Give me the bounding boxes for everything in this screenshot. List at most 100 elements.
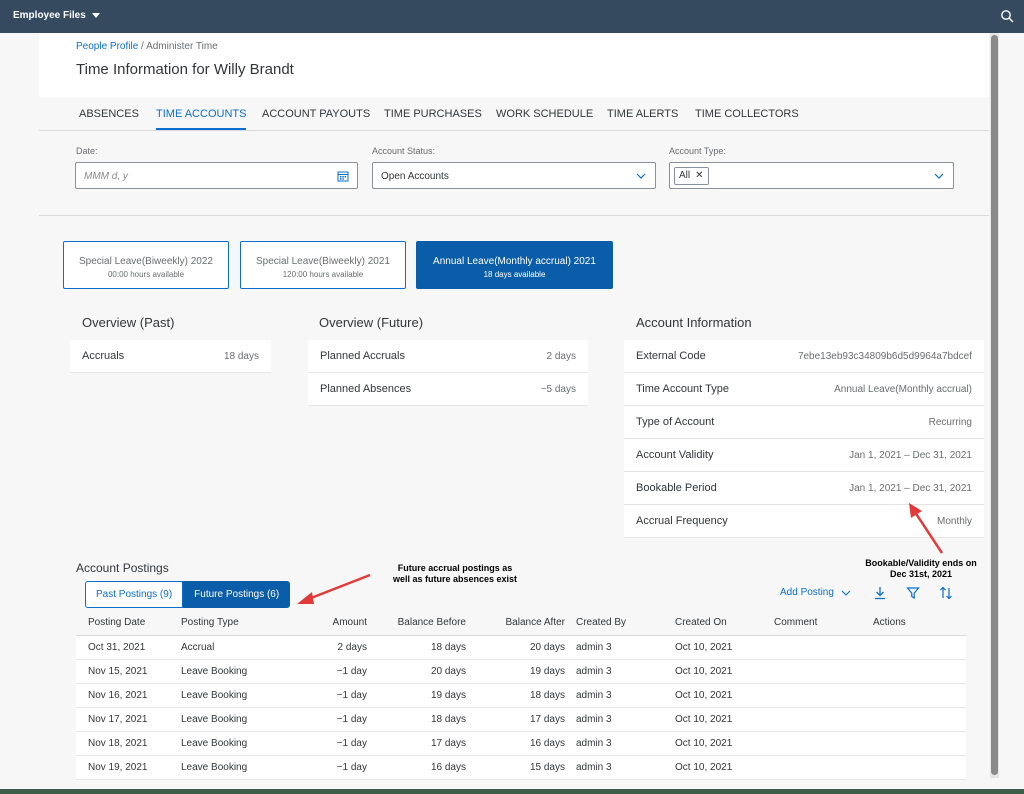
column-header[interactable]: Balance Before xyxy=(397,617,466,628)
balance-after-cell: 19 days xyxy=(529,666,565,677)
row-value: Annual Leave(Monthly accrual) xyxy=(834,384,972,395)
chevron-down-icon xyxy=(636,173,646,179)
tab-time-purchases[interactable]: TIME PURCHASES xyxy=(384,108,482,120)
account-status-select[interactable]: Open Accounts xyxy=(372,162,656,189)
column-header[interactable]: Amount xyxy=(332,617,367,628)
row-value: 2 days xyxy=(546,351,576,362)
tab-account-payouts[interactable]: ACCOUNT PAYOUTS xyxy=(262,108,371,120)
column-header[interactable]: Posting Date xyxy=(88,617,146,628)
tab-time-alerts[interactable]: TIME ALERTS xyxy=(607,108,679,120)
breadcrumb: People Profile / Administer Time xyxy=(76,41,218,52)
row-label: Accrual Frequency xyxy=(636,515,728,527)
account-type-multiselect[interactable]: All ✕ xyxy=(669,162,954,189)
row-value: Jan 1, 2021 – Dec 31, 2021 xyxy=(849,483,972,494)
account-status-label: Account Status: xyxy=(372,146,436,156)
breadcrumb-current: Administer Time xyxy=(146,41,218,52)
column-header[interactable]: Created On xyxy=(675,617,727,628)
created-on-cell: Oct 10, 2021 xyxy=(675,642,733,653)
account-type-token[interactable]: All ✕ xyxy=(674,167,709,185)
date-field[interactable]: MMM d, y xyxy=(75,162,358,189)
posting-type-cell: Leave Booking xyxy=(181,762,248,773)
tile-title: Annual Leave(Monthly accrual) 2021 xyxy=(433,256,596,267)
future-postings-button[interactable]: Future Postings (6) xyxy=(183,581,291,608)
search-icon[interactable] xyxy=(1000,9,1014,23)
created-on-cell: Oct 10, 2021 xyxy=(675,738,733,749)
posting-date-cell: Nov 15, 2021 xyxy=(88,666,148,677)
annotation-line: well as future absences exist xyxy=(392,574,518,584)
account-info-row: Type of Account Recurring xyxy=(624,406,984,439)
created-on-cell: Oct 10, 2021 xyxy=(675,690,733,701)
date-placeholder: MMM d, y xyxy=(84,171,128,182)
filter-icon[interactable] xyxy=(906,586,920,600)
table-header: Posting Date Posting Type Amount Balance… xyxy=(76,611,966,636)
tab-time-accounts[interactable]: TIME ACCOUNTS xyxy=(156,108,247,130)
breadcrumb-people-profile[interactable]: People Profile xyxy=(76,41,139,52)
posting-type-cell: Leave Booking xyxy=(181,690,248,701)
account-info-row: Accrual Frequency Monthly xyxy=(624,505,984,538)
employee-files-label: Employee Files xyxy=(13,10,86,21)
row-value: Monthly xyxy=(936,516,972,527)
bottom-edge xyxy=(0,789,1024,794)
created-on-cell: Oct 10, 2021 xyxy=(675,762,733,773)
overview-future-title: Overview (Future) xyxy=(319,315,424,330)
close-icon[interactable]: ✕ xyxy=(695,170,704,181)
row-value: Recurring xyxy=(928,417,972,428)
filter-bar: Date: MMM d, y Account Status: Open Acco… xyxy=(39,131,989,216)
posting-date-cell: Nov 16, 2021 xyxy=(88,690,148,701)
account-tile-selected[interactable]: Annual Leave(Monthly accrual) 2021 18 da… xyxy=(416,241,613,289)
balance-before-cell: 17 days xyxy=(430,738,466,749)
amount-cell: −1 day xyxy=(336,714,367,725)
column-header[interactable]: Created By xyxy=(576,617,627,628)
account-tile[interactable]: Special Leave(Biweekly) 2022 00:00 hours… xyxy=(63,241,229,289)
table-row[interactable]: Nov 16, 2021 Leave Booking −1 day 19 days 18… xyxy=(76,684,966,708)
row-value: −5 days xyxy=(540,384,576,395)
posting-type-cell: Leave Booking xyxy=(181,666,248,677)
add-posting-label: Add Posting xyxy=(780,587,834,598)
posting-type-cell: Leave Booking xyxy=(181,738,248,749)
sort-icon[interactable] xyxy=(939,586,953,600)
created-by-cell: admin 3 xyxy=(576,762,612,773)
table-row[interactable]: Nov 18, 2021 Leave Booking −1 day 17 days 16… xyxy=(76,732,966,756)
table-row[interactable]: Nov 19, 2021 Leave Booking −1 day 16 days 15… xyxy=(76,756,966,780)
tab-bar: ABSENCES TIME ACCOUNTS ACCOUNT PAYOUTS T… xyxy=(39,97,989,131)
annotation-line: Bookable/Validity ends on xyxy=(865,558,977,568)
tab-absences[interactable]: ABSENCES xyxy=(79,108,139,120)
table-row[interactable]: Oct 31, 2021 Accrual 2 days 18 days 20 days a… xyxy=(76,636,966,660)
scrollbar-thumb[interactable] xyxy=(991,35,998,775)
tile-subtitle: 120:00 hours available xyxy=(282,270,364,279)
employee-files-menu[interactable]: Employee Files xyxy=(13,10,100,21)
chevron-down-icon xyxy=(841,590,851,596)
row-label: Time Account Type xyxy=(636,383,729,395)
calendar-icon[interactable] xyxy=(337,170,349,182)
past-postings-button[interactable]: Past Postings (9) xyxy=(85,581,184,608)
table-row[interactable]: Nov 17, 2021 Leave Booking −1 day 18 days 17… xyxy=(76,708,966,732)
created-by-cell: admin 3 xyxy=(576,690,612,701)
created-by-cell: admin 3 xyxy=(576,714,612,725)
column-header[interactable]: Balance After xyxy=(505,617,565,628)
column-header[interactable]: Posting Type xyxy=(181,617,239,628)
amount-cell: −1 day xyxy=(336,666,367,677)
column-header[interactable]: Comment xyxy=(774,617,818,628)
tile-subtitle: 00:00 hours available xyxy=(107,270,185,279)
add-posting-menu[interactable]: Add Posting xyxy=(780,587,851,598)
account-info-row: Time Account Type Annual Leave(Monthly a… xyxy=(624,373,984,406)
column-header[interactable]: Actions xyxy=(873,617,906,628)
annotation-future-postings: Future accrual postings as well as futur… xyxy=(375,563,535,585)
account-tile[interactable]: Special Leave(Biweekly) 2021 120:00 hour… xyxy=(240,241,406,289)
row-label: Account Validity xyxy=(636,449,714,461)
caret-down-icon xyxy=(91,13,100,18)
download-icon[interactable] xyxy=(873,586,887,600)
account-info-row: Bookable Period Jan 1, 2021 – Dec 31, 20… xyxy=(624,472,984,505)
breadcrumb-separator: / xyxy=(138,41,147,52)
row-label: External Code xyxy=(636,350,706,362)
tab-time-collectors[interactable]: TIME COLLECTORS xyxy=(695,108,799,120)
tab-work-schedule[interactable]: WORK SCHEDULE xyxy=(496,108,594,120)
account-type-label: Account Type: xyxy=(669,146,726,156)
created-by-cell: admin 3 xyxy=(576,666,612,677)
vertical-scrollbar[interactable] xyxy=(990,33,999,778)
overview-future-row: Planned Absences −5 days xyxy=(308,373,588,406)
chevron-down-icon xyxy=(934,173,944,179)
amount-cell: −1 day xyxy=(336,762,367,773)
posting-date-cell: Nov 19, 2021 xyxy=(88,762,148,773)
table-row[interactable]: Nov 15, 2021 Leave Booking −1 day 20 days 19… xyxy=(76,660,966,684)
